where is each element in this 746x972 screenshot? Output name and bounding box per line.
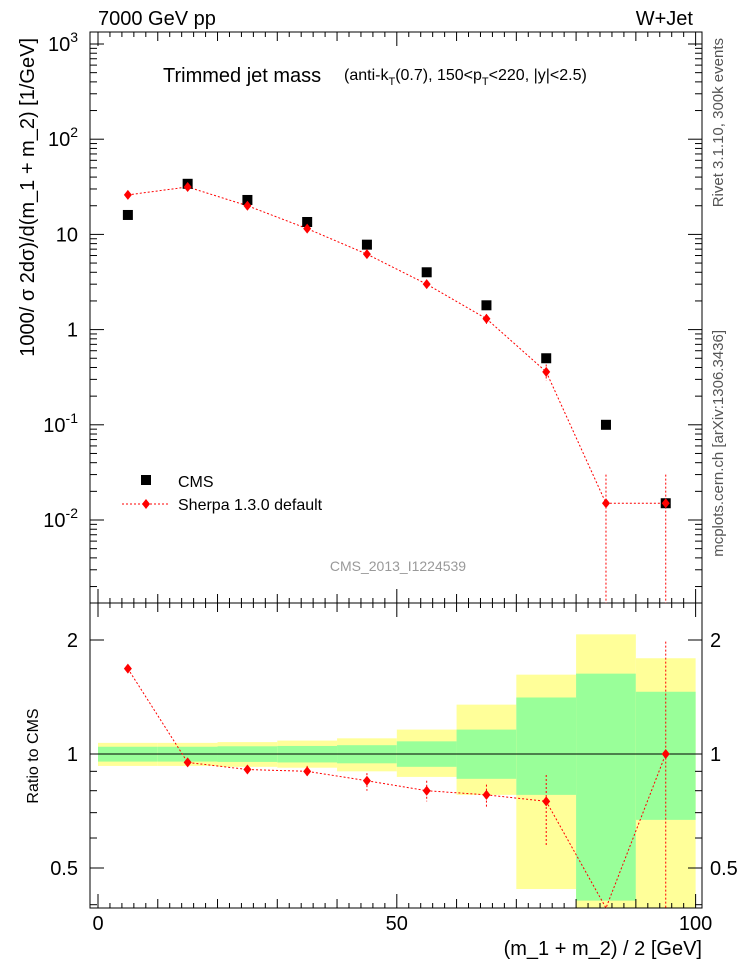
ratio-point — [183, 757, 192, 768]
ratio-point — [362, 775, 371, 786]
legend-cms-marker — [141, 475, 151, 485]
x-tick-label: 0 — [92, 913, 103, 935]
sherpa-point — [601, 498, 610, 509]
ratio-frame — [89, 602, 703, 909]
ratio-tick-label-right: 0.5 — [710, 858, 738, 880]
ratio-point — [482, 789, 491, 800]
ratio-bands — [98, 634, 696, 908]
ratio-point — [661, 749, 670, 759]
y-tick-label: 10-2 — [43, 505, 78, 532]
header-right: W+Jet — [635, 8, 693, 30]
y-tick-label: 102 — [48, 124, 78, 151]
sherpa-point — [422, 279, 431, 290]
ratio-tick-label-left: 2 — [67, 630, 78, 652]
watermark: CMS_2013_I1224539 — [330, 558, 466, 574]
legend-sherpa-label: Sherpa 1.3.0 default — [178, 497, 323, 514]
chart-title: Trimmed jet mass — [163, 65, 321, 87]
legend-cms-label: CMS — [178, 474, 214, 491]
x-tick-label: 100 — [679, 913, 712, 935]
legend-sherpa-marker — [142, 499, 150, 509]
header-left: 7000 GeV pp — [98, 8, 216, 30]
ratio-line — [127, 668, 667, 910]
y-tick-label: 10 — [56, 224, 78, 246]
ratio-tick-label-right: 1 — [710, 744, 721, 766]
ratio-tick-label-left: 0.5 — [50, 858, 78, 880]
green-band — [516, 697, 577, 795]
y-ticks-main — [90, 43, 702, 588]
cms-point — [302, 216, 313, 227]
sherpa-point — [303, 223, 312, 234]
cms-point — [361, 239, 372, 250]
chart-title-detail: (anti-kT(0.7), 150<pT<220, |y|<2.5) — [344, 67, 587, 88]
x-axis-label: (m_1 + m_2) / 2 [GeV] — [504, 938, 702, 960]
ratio-point — [422, 785, 431, 796]
y-axis-label: 1000/ σ 2dσ)/d(m_1 + m_2) [1/GeV] — [17, 38, 39, 357]
cms-point — [541, 353, 552, 364]
sherpa-point — [661, 498, 670, 509]
ratio-point — [542, 796, 551, 807]
sherpa-point — [362, 249, 371, 260]
ratio-point — [303, 766, 312, 777]
rivet-text: Rivet 3.1.10, 300k events — [710, 38, 727, 207]
sherpa-point — [243, 200, 252, 211]
sherpa-point — [183, 181, 192, 192]
cms-point — [122, 209, 133, 220]
sherpa-line — [127, 186, 666, 504]
ratio-point — [243, 764, 252, 775]
sherpa-point — [542, 366, 551, 377]
y-ticks-ratio — [90, 639, 702, 906]
sherpa-point — [482, 313, 491, 324]
cms-point — [242, 194, 253, 205]
ratio-tick-label-left: 1 — [67, 744, 78, 766]
green-band — [576, 673, 636, 901]
sherpa-point — [123, 189, 132, 200]
ratio-axis-label: Ratio to CMS — [25, 708, 42, 803]
x-ticks — [97, 32, 697, 908]
x-tick-label: 50 — [386, 913, 408, 935]
cms-point — [481, 300, 492, 311]
mcplots-text: mcplots.cern.ch [arXiv:1306.3436] — [710, 330, 727, 557]
ratio-point — [123, 663, 132, 674]
cms-point — [600, 419, 611, 430]
legend: CMS Sherpa 1.3.0 default — [122, 474, 323, 514]
y-tick-label: 10-1 — [43, 410, 78, 437]
main-frame — [89, 31, 703, 604]
y-tick-label: 1 — [67, 320, 78, 342]
cms-point — [421, 267, 432, 278]
y-tick-label: 103 — [48, 29, 78, 56]
ratio-tick-label-right: 2 — [710, 630, 721, 652]
